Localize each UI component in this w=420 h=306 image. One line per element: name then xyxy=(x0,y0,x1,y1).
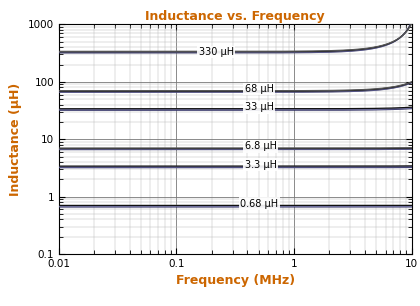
Text: 33 μH: 33 μH xyxy=(244,102,273,112)
X-axis label: Frequency (MHz): Frequency (MHz) xyxy=(176,274,295,287)
Text: 330 μH: 330 μH xyxy=(199,47,234,57)
Text: 0.68 μH: 0.68 μH xyxy=(240,199,278,209)
Text: 3.3 μH: 3.3 μH xyxy=(244,160,277,170)
Text: 68 μH: 68 μH xyxy=(244,84,273,94)
Y-axis label: Inductance (μH): Inductance (μH) xyxy=(9,83,22,196)
Text: 6.8 μH: 6.8 μH xyxy=(244,141,277,151)
Title: Inductance vs. Frequency: Inductance vs. Frequency xyxy=(145,10,325,23)
